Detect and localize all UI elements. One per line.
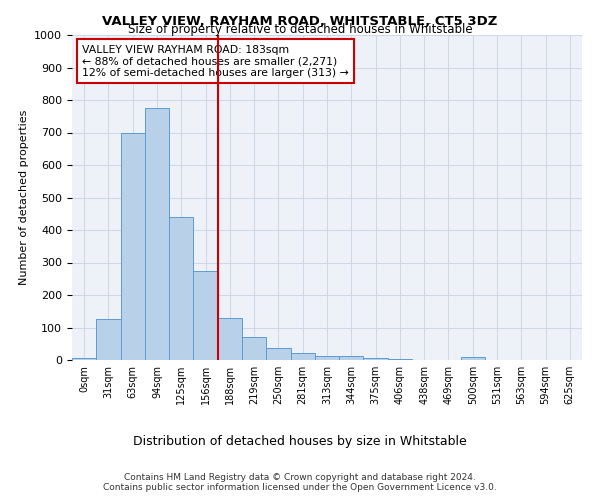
Bar [266,348,290,360]
Bar [339,356,364,360]
Text: Distribution of detached houses by size in Whitstable: Distribution of detached houses by size … [133,435,467,448]
Text: VALLEY VIEW, RAYHAM ROAD, WHITSTABLE, CT5 3DZ: VALLEY VIEW, RAYHAM ROAD, WHITSTABLE, CT… [103,15,497,28]
Text: VALLEY VIEW RAYHAM ROAD: 183sqm
← 88% of detached houses are smaller (2,271)
12%: VALLEY VIEW RAYHAM ROAD: 183sqm ← 88% of… [82,45,349,78]
Text: Contains HM Land Registry data © Crown copyright and database right 2024.: Contains HM Land Registry data © Crown c… [124,472,476,482]
Text: Contains public sector information licensed under the Open Government Licence v3: Contains public sector information licen… [103,482,497,492]
Bar [169,217,193,360]
Text: Size of property relative to detached houses in Whitstable: Size of property relative to detached ho… [128,22,472,36]
Bar [315,356,339,360]
Bar [145,108,169,360]
Bar [121,132,145,360]
Bar [218,318,242,360]
Bar [364,358,388,360]
Y-axis label: Number of detached properties: Number of detached properties [19,110,29,285]
Bar [461,358,485,360]
Bar [242,337,266,360]
Bar [193,270,218,360]
Bar [290,353,315,360]
Bar [96,320,121,360]
Bar [72,358,96,360]
